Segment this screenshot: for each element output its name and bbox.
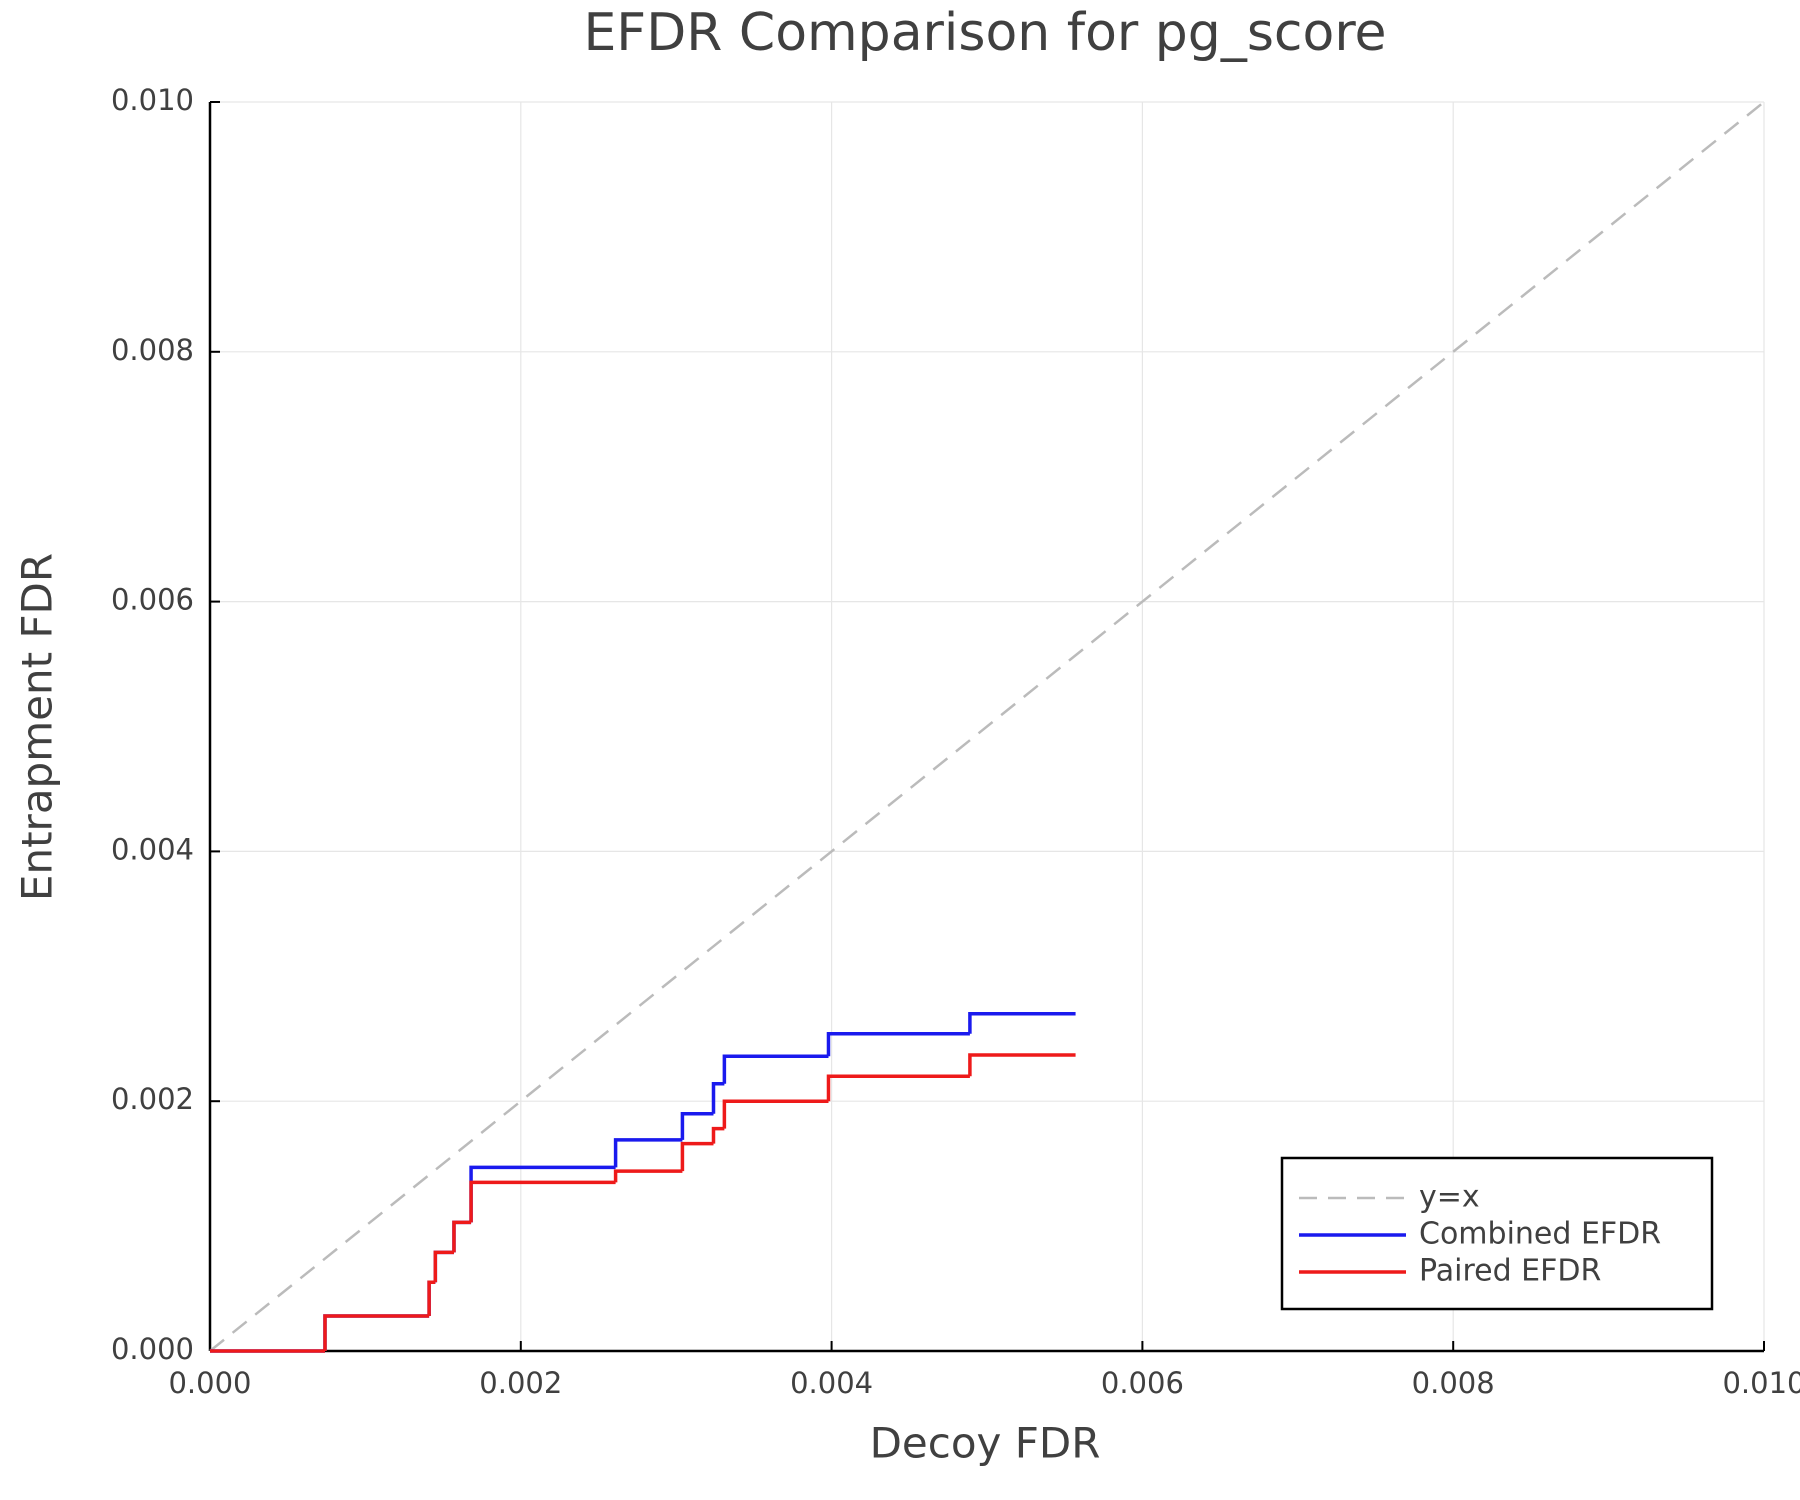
step-segment	[452, 1220, 472, 1253]
step-segment	[711, 1081, 725, 1114]
legend-label: Paired EFDR	[1419, 1254, 1601, 1289]
legend-label: Combined EFDR	[1419, 1217, 1661, 1252]
step-segment	[722, 1054, 829, 1084]
y-tick-label: 0.004	[111, 832, 194, 866]
x-axis-label: Decoy FDR	[870, 1419, 1101, 1468]
step-segment	[613, 1169, 683, 1183]
y-tick-label: 0.002	[111, 1082, 194, 1116]
y-tick-label: 0.008	[111, 333, 194, 367]
step-segment	[452, 1220, 472, 1253]
y-axis-label: Entrapment FDR	[13, 553, 62, 901]
x-tick-label: 0.006	[1101, 1366, 1184, 1400]
x-tick-label: 0.010	[1722, 1366, 1800, 1400]
step-segment	[826, 1032, 970, 1057]
y-tick-label: 0.006	[111, 583, 194, 617]
step-segment	[323, 1314, 430, 1351]
line	[209, 101, 1765, 1352]
step-segment	[469, 1165, 616, 1223]
legend-label: y=x	[1419, 1180, 1480, 1215]
chart-title: EFDR Comparison for pg_score	[583, 3, 1386, 63]
step-segment	[826, 1074, 970, 1102]
x-tick-label: 0.008	[1412, 1366, 1495, 1400]
x-tick-label: 0.004	[790, 1366, 873, 1400]
step-segment	[680, 1111, 714, 1140]
step-segment	[968, 1053, 1076, 1077]
y-tick-label: 0.000	[111, 1332, 194, 1366]
step-segment	[613, 1138, 683, 1168]
step-segment	[968, 1012, 1076, 1034]
step-segment	[469, 1180, 616, 1223]
step-segment	[433, 1250, 454, 1283]
step-segment	[323, 1314, 430, 1351]
step-segment	[427, 1280, 436, 1317]
x-tick-label: 0.002	[479, 1366, 562, 1400]
step-segment	[433, 1250, 454, 1283]
y-tick-label: 0.010	[111, 83, 194, 117]
step-segment	[680, 1141, 714, 1172]
x-tick-label: 0.000	[168, 1366, 251, 1400]
step-segment	[722, 1099, 829, 1129]
step-segment	[711, 1126, 725, 1144]
